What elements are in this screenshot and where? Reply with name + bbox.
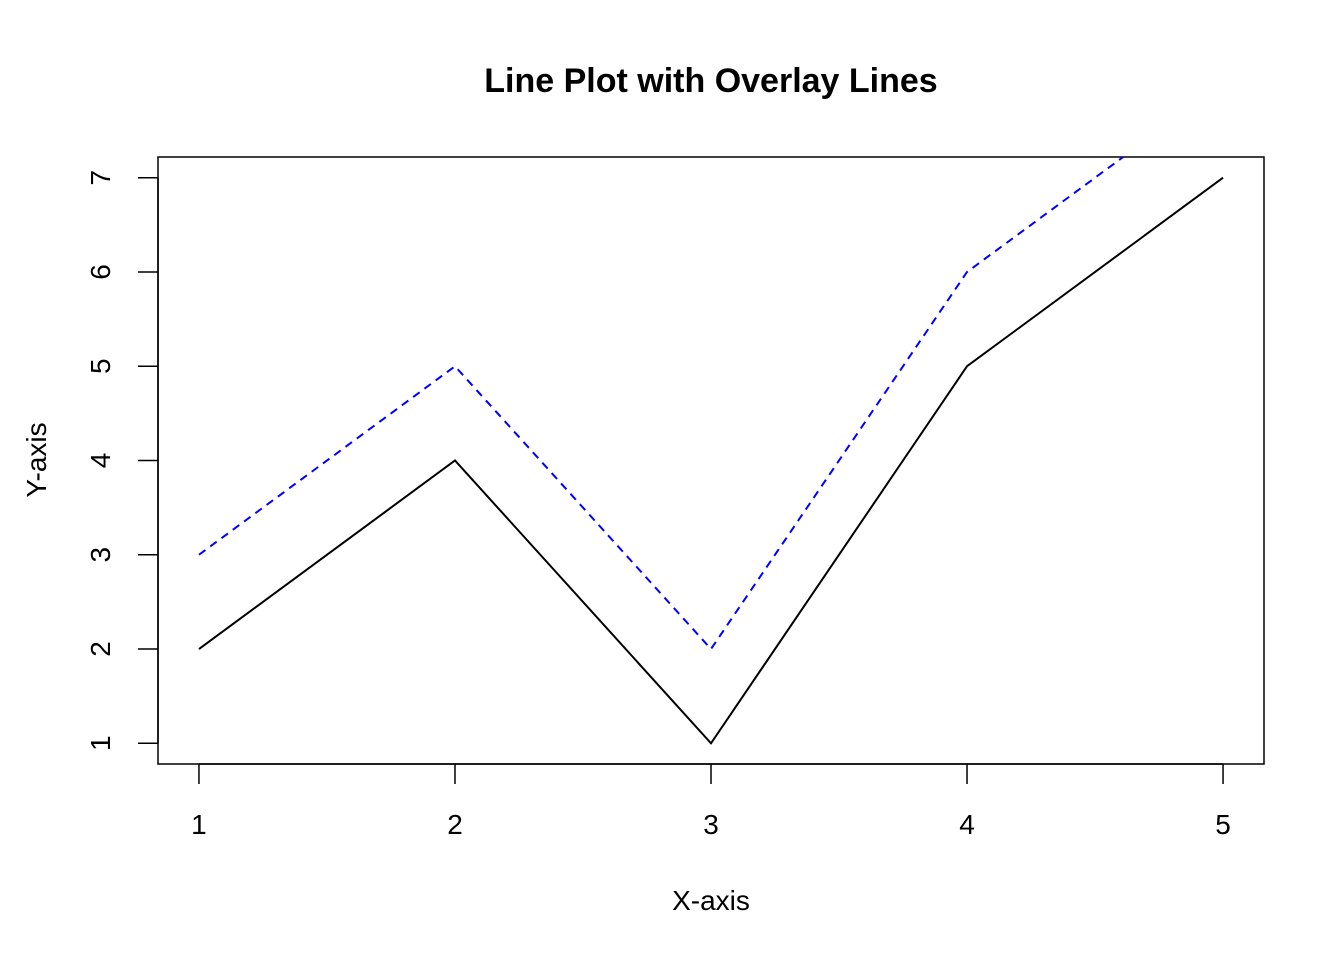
x-tick-label: 5	[1215, 809, 1231, 840]
chart-title: Line Plot with Overlay Lines	[484, 62, 937, 100]
x-tick-label: 2	[447, 809, 463, 840]
series-line-1	[198, 176, 1224, 745]
x-tick-label: 4	[959, 809, 975, 840]
x-tick-label: 1	[191, 809, 207, 840]
y-axis: 1 2 3 4 5 6 7	[85, 170, 159, 751]
series-line-2	[198, 157, 1125, 651]
x-axis: 1 2 3 4 5	[191, 763, 1231, 840]
series-layer	[198, 157, 1224, 745]
y-tick-label: 6	[85, 264, 116, 280]
y-tick-label: 7	[85, 170, 116, 186]
plot-frame	[157, 156, 1265, 765]
y-tick-label: 1	[85, 735, 116, 751]
y-tick-label: 4	[85, 453, 116, 469]
x-tick-label: 3	[703, 809, 719, 840]
y-tick-label: 2	[85, 641, 116, 657]
y-tick-label: 5	[85, 358, 116, 374]
y-tick-label: 3	[85, 547, 116, 563]
x-axis-label: X-axis	[672, 885, 750, 916]
y-axis-label: Y-axis	[21, 422, 52, 497]
